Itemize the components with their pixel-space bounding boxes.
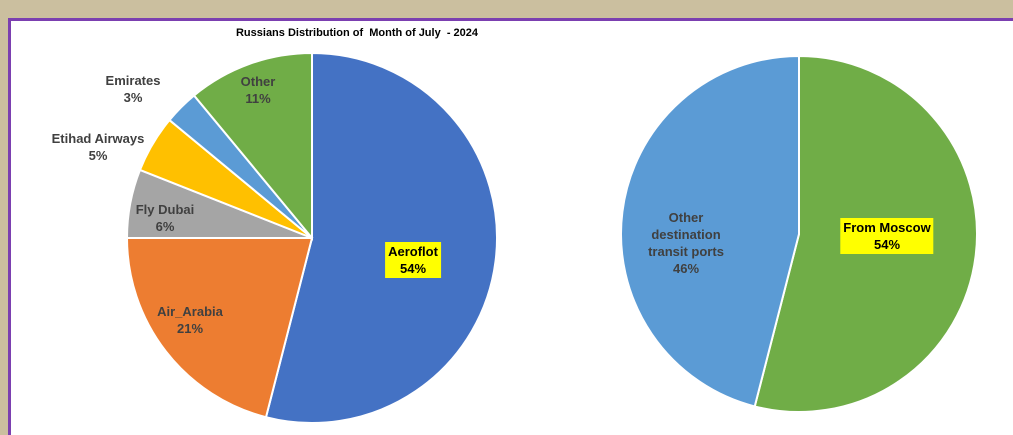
pie-slice (264, 51, 498, 424)
slice-value: 11% (245, 91, 271, 106)
slice-label: Other 11% (241, 73, 276, 107)
slice-name: Air_Arabia (157, 304, 223, 319)
pie-slice (192, 51, 313, 241)
pie-slice (620, 54, 800, 408)
slice-value: 54% (399, 261, 427, 276)
slice-value: 5% (88, 148, 108, 163)
slice-name: Aeroflot (388, 244, 438, 259)
slice-name: From Moscow (843, 220, 931, 235)
slice-value: 21% (176, 321, 204, 336)
slice-label: Emirates 3% (106, 72, 161, 106)
slice-value: 3% (123, 90, 143, 105)
slice-name: Other destination transit ports (648, 210, 724, 259)
slice-value: 6% (155, 219, 175, 234)
slice-label: Fly Dubai 6% (136, 201, 195, 235)
chart-title: Russians Distribution of Month of July -… (235, 27, 479, 39)
slice-label: Aeroflot 54% (385, 242, 441, 278)
pie-slice (125, 237, 314, 419)
slice-name: Etihad Airways (51, 131, 145, 146)
slice-name: Emirates (105, 73, 161, 88)
slice-value: 54% (873, 237, 901, 252)
slice-value: 46% (672, 261, 700, 276)
slice-name: Other (240, 74, 276, 89)
slice-name: Fly Dubai (135, 202, 195, 217)
slice-label: From Moscow 54% (840, 218, 934, 254)
slice-label: Other destination transit ports 46% (639, 209, 734, 277)
slice-label: Air_Arabia 21% (157, 303, 223, 337)
slice-label: Etihad Airways 5% (52, 130, 145, 164)
